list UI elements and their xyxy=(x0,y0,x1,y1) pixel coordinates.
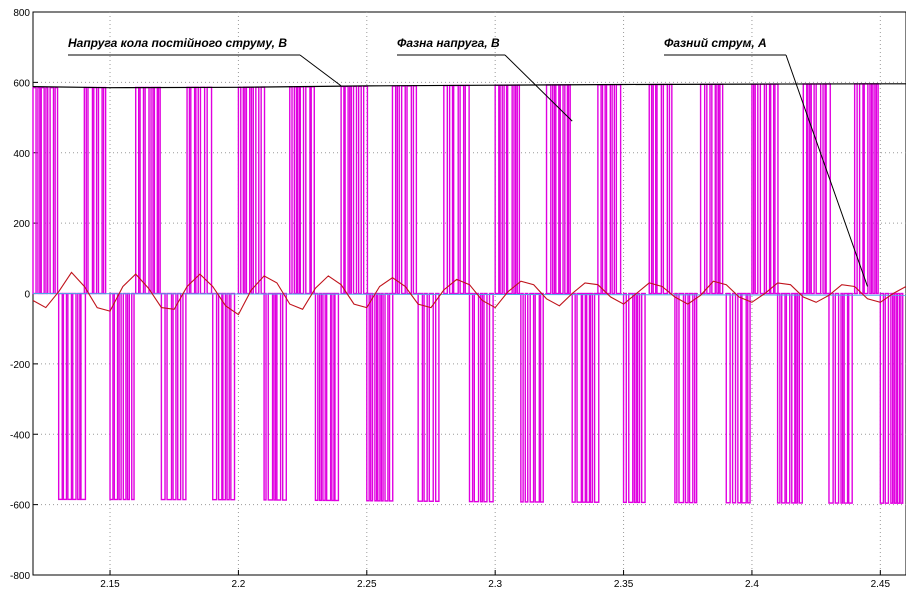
phase-voltage-negative-pulse xyxy=(840,292,844,504)
phase-voltage-negative-pulse xyxy=(388,292,394,502)
phase-voltage-negative-pulse xyxy=(581,292,587,503)
phase-voltage-negative-pulse xyxy=(479,292,484,503)
y-tick-label: -200 xyxy=(10,360,30,371)
phase-voltage-negative-pulse xyxy=(276,292,282,501)
phase-voltage-negative-pulse xyxy=(318,292,323,502)
phase-voltage-negative-pulse xyxy=(483,292,488,503)
phase-voltage-negative-pulse xyxy=(377,292,381,502)
phase-voltage-negative-pulse xyxy=(417,292,424,502)
phase-current-line xyxy=(32,271,906,316)
phase-voltage-negative-pulse xyxy=(534,292,541,503)
phase-voltage-negative-pulse xyxy=(423,292,428,502)
phase-voltage-negative-pulse xyxy=(636,292,641,504)
phase-voltage-negative-pulse xyxy=(585,292,591,503)
phase-voltage-negative-pulse xyxy=(314,292,319,502)
series-annotation-label: Напруга кола постійного струму, В xyxy=(68,36,287,50)
phase-voltage-negative-pulse xyxy=(331,292,335,502)
phase-voltage-negative-pulse xyxy=(731,292,737,504)
phase-voltage-negative-pulse xyxy=(795,292,799,504)
annotation-leader-line xyxy=(504,54,573,122)
phase-voltage-negative-pulse xyxy=(678,292,685,504)
y-tick-label: -400 xyxy=(10,430,30,441)
phase-voltage-negative-pulse xyxy=(684,292,689,504)
phase-voltage-negative-pulse xyxy=(576,292,583,503)
phase-voltage-negative-pulse xyxy=(628,292,634,504)
phase-voltage-negative-pulse xyxy=(781,292,786,504)
y-tick-label: -600 xyxy=(10,501,30,512)
phase-voltage-negative-pulse xyxy=(468,292,474,503)
phase-voltage-negative-pulse xyxy=(834,292,840,504)
phase-voltage-negative-pulse xyxy=(488,292,494,503)
phase-voltage-negative-pulse xyxy=(282,292,287,501)
phase-voltage-negative-pulse xyxy=(785,292,791,504)
phase-voltage-negative-pulse xyxy=(524,292,529,503)
phase-voltage-negative-pulse xyxy=(688,292,694,504)
phase-voltage-negative-pulse xyxy=(384,292,389,502)
phase-voltage-negative-pulse xyxy=(434,292,440,503)
line-series-layer xyxy=(32,83,906,316)
phase-voltage-negative-pulse xyxy=(798,292,803,504)
y-tick-label: 0 xyxy=(24,290,30,301)
phase-voltage-negative-pulse xyxy=(571,292,576,503)
zero-reference-line xyxy=(32,293,906,296)
phase-voltage-negative-pulse xyxy=(848,292,853,504)
y-tick-label: 400 xyxy=(13,149,30,160)
x-tick-label: 2.3 xyxy=(488,579,502,590)
annotation-leader-line xyxy=(299,54,342,87)
tick-label-layer: 2.15 2.2 2.25 2.3 2.35 2.4 2.45 -800 -600 -400 -20… xyxy=(10,8,891,590)
dc-link-voltage-line xyxy=(32,83,906,89)
phase-voltage-negative-pulse xyxy=(694,292,698,504)
phase-voltage-negative-pulse xyxy=(428,292,434,502)
phase-voltage-negative-pulse xyxy=(380,292,384,502)
phase-voltage-negative-pulse xyxy=(900,292,904,504)
series-annotation-label: Фазний струм, А xyxy=(664,36,767,50)
phase-voltage-negative-pulse xyxy=(334,292,340,502)
x-tick-label: 2.45 xyxy=(871,579,891,590)
series-annotation-label: Фазна напруга, В xyxy=(397,36,500,50)
phase-voltage-negative-pulse xyxy=(879,292,885,504)
phase-voltage-negative-pulse xyxy=(589,292,594,503)
phase-voltage-negative-pulse xyxy=(896,292,901,504)
phase-voltage-negative-pulse xyxy=(640,292,646,504)
phase-voltage-negative-pulse xyxy=(529,292,535,503)
y-tick-label: 200 xyxy=(13,219,30,230)
x-tick-label: 2.25 xyxy=(357,579,377,590)
phase-voltage-negative-pulse xyxy=(791,292,796,504)
phase-voltage-negative-pulse xyxy=(322,292,326,502)
phase-voltage-negative-pulse xyxy=(737,292,742,504)
phase-voltage-negative-pulse xyxy=(633,292,637,504)
phase-voltage-negative-pulse xyxy=(520,292,524,503)
annotation-leader-line xyxy=(785,54,868,287)
x-tick-label: 2.4 xyxy=(745,579,759,590)
phase-voltage-negative-pulse xyxy=(741,292,747,504)
phase-voltage-negative-pulse xyxy=(674,292,678,504)
phase-voltage-negative-pulse xyxy=(325,292,332,502)
y-tick-label: 800 xyxy=(13,8,30,19)
phase-voltage-negative-pulse xyxy=(843,292,849,504)
x-tick-label: 2.2 xyxy=(231,579,245,590)
phase-voltage-negative-pulse xyxy=(884,292,890,504)
phase-voltage-negative-pulse xyxy=(370,292,374,502)
x-tick-label: 2.15 xyxy=(100,579,120,590)
phase-voltage-negative-pulse xyxy=(893,292,897,504)
phase-voltage-negative-pulse xyxy=(890,292,894,504)
phase-voltage-negative-pulse xyxy=(593,292,600,503)
x-tick-label: 2.35 xyxy=(614,579,634,590)
phase-voltage-negative-pulse xyxy=(622,292,627,504)
annotation-layer: Напруга кола постійного струму, В Фазна н… xyxy=(68,36,868,287)
phase-voltage-negative-pulse xyxy=(776,292,781,504)
phase-voltage-negative-pulse xyxy=(366,292,370,502)
phase-voltage-negative-pulse xyxy=(747,292,751,504)
y-tick-label: -800 xyxy=(10,571,30,582)
y-tick-label: 600 xyxy=(13,78,30,89)
phase-voltage-negative-pulse xyxy=(725,292,731,504)
